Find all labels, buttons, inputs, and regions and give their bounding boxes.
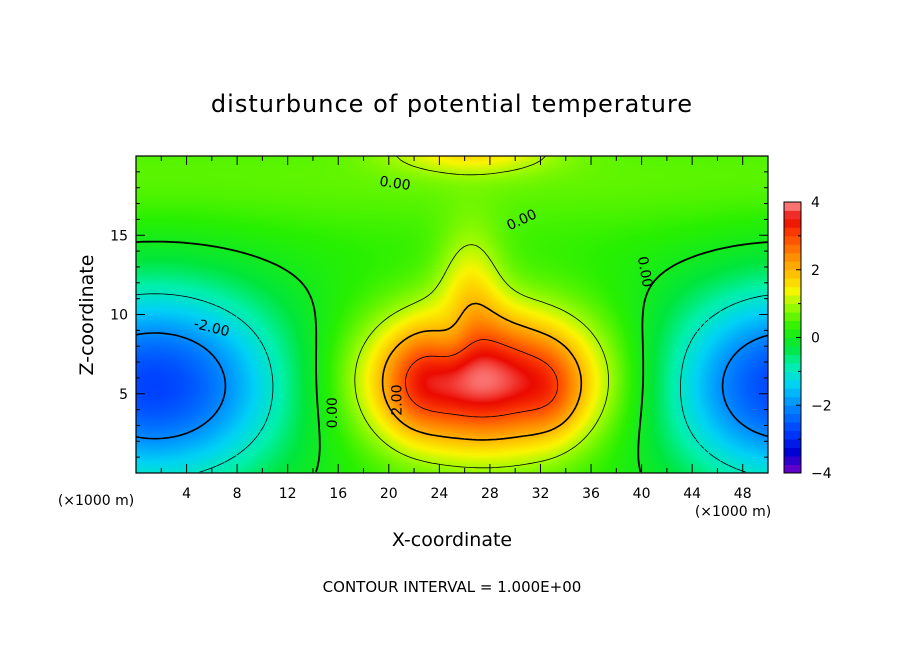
colorbar-segment [784,422,801,432]
colorbar-segment [784,362,801,372]
contour-line-zero [135,240,769,473]
x-tick-label: 16 [329,486,347,502]
x-tick-label: 4 [182,486,191,502]
x-tick-label: 8 [233,486,242,502]
contour-line-plus-3 [405,339,559,418]
x-unit-label-left: (×1000 m) [58,493,134,509]
colorbar-segment [784,210,801,220]
y-axis-ticks: 5 10 15 [110,171,768,458]
temperature-field-image [136,156,768,473]
colorbar-segment [784,286,801,296]
contour-line-minus-2 [135,332,769,440]
contour-interval-note: CONTOUR INTERVAL = 1.000E+00 [323,578,582,596]
y-tick-label: 15 [110,228,128,244]
colorbar-segment [784,329,801,338]
x-unit-label-right: (×1000 m) [695,504,771,520]
colorbar-segment [784,371,801,381]
colorbar: −4 −2 0 2 4 [783,195,832,482]
x-tick-label: 12 [279,486,297,502]
contour-line-plus-1 [354,155,609,469]
contour-line-plus-2 [381,302,583,441]
colorbar-tick-label: 0 [811,331,820,347]
colorbar-segment [784,447,801,457]
x-tick-label: 32 [532,486,550,502]
chart-title: disturbunce of potential temperature [211,90,693,118]
colorbar-segment [784,439,801,448]
contour-line-minus-1 [135,293,769,473]
colorbar-segment [784,295,801,305]
colorbar-tick-label: −4 [811,466,832,482]
colorbar-tick-label: −2 [811,398,832,414]
colorbar-segment [784,464,801,474]
colorbar-segment [784,354,801,364]
colorbar-segment [784,379,801,389]
colorbar-segment [784,227,801,237]
plot-area: 0.000.000.000.00-2.002.00 [135,155,769,474]
colorbar-segment [784,337,801,347]
colorbar-segment [784,312,801,321]
colorbar-segment [784,388,801,398]
colorbar-segment [784,456,801,465]
colorbar-segment [784,413,801,423]
colorbar-segment [784,396,801,406]
x-tick-label: 44 [683,486,701,502]
contour-label: 0.00 [634,255,655,288]
colorbar-tick-label: 4 [811,195,820,211]
y-tick-label: 10 [110,308,128,324]
colorbar-segment [784,278,801,288]
contour-label: 0.00 [378,174,411,194]
y-tick-label: 5 [119,387,128,403]
colorbar-segment [784,430,801,440]
y-axis-label: Z-coordinate [76,255,98,376]
x-axis-ticks: 4 8 12 16 20 24 28 32 36 40 44 48 [160,156,752,502]
colorbar-segment [784,235,801,245]
x-tick-label: 20 [380,486,398,502]
x-tick-label: 36 [582,486,600,502]
colorbar-segment [784,252,801,262]
colorbar-segment [784,303,801,313]
colorbar-segment [784,218,801,228]
colorbar-segment [784,261,801,271]
colorbar-segment [784,405,801,415]
x-tick-label: 24 [430,486,448,502]
contour-label: 2.00 [389,385,405,416]
colorbar-segment [784,320,801,330]
x-axis-label: X-coordinate [392,529,512,551]
contour-label: 0.00 [325,397,341,428]
x-tick-label: 28 [481,486,499,502]
colorbar-tick-label: 2 [811,263,820,279]
colorbar-segment [784,202,801,211]
x-tick-label: 48 [734,486,752,502]
colorbar-segment [784,269,801,279]
colorbar-segment [784,345,801,355]
x-tick-label: 40 [633,486,651,502]
colorbar-segment [784,244,801,254]
